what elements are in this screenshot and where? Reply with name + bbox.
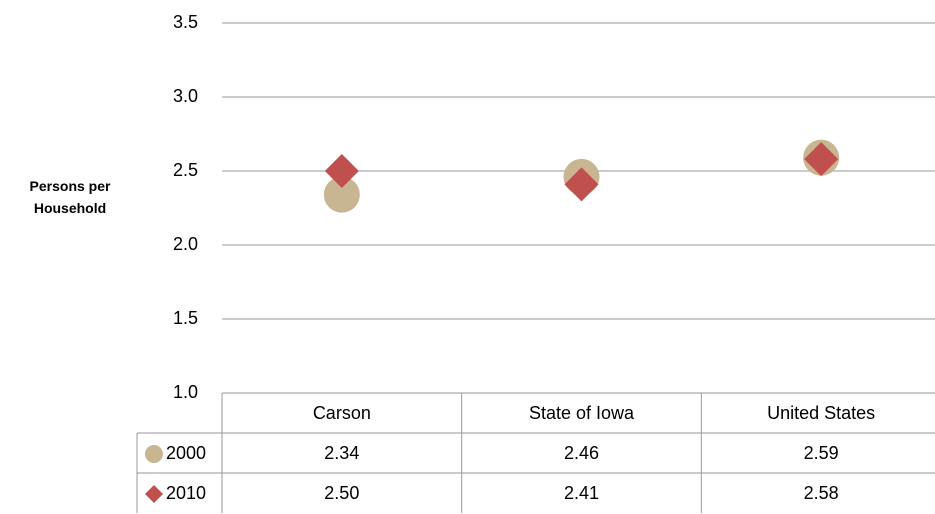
y-tick-label: 2.0	[173, 234, 198, 254]
table-value: 2.34	[324, 443, 359, 463]
x-tick-label: United States	[767, 403, 875, 423]
y-tick-label: 1.0	[173, 382, 198, 402]
marker-circle	[323, 176, 360, 213]
table-value: 2.59	[804, 443, 839, 463]
y-tick-label: 3.5	[173, 12, 198, 32]
y-tick-label: 1.5	[173, 308, 198, 328]
legend-label: 2010	[166, 483, 206, 503]
marker-diamond	[145, 485, 163, 503]
legend-label: 2000	[166, 443, 206, 463]
x-tick-label: State of Iowa	[529, 403, 635, 423]
marker-diamond	[804, 142, 839, 177]
marker-circle	[145, 445, 163, 463]
table-value: 2.58	[804, 483, 839, 503]
table-value: 2.46	[564, 443, 599, 463]
y-tick-label: 3.0	[173, 86, 198, 106]
table-value: 2.50	[324, 483, 359, 503]
y-tick-label: 2.5	[173, 160, 198, 180]
x-tick-label: Carson	[313, 403, 371, 423]
y-axis-label: Persons per Household	[29, 178, 111, 216]
marker-diamond	[324, 154, 359, 188]
marker-diamond	[564, 167, 599, 202]
table-value: 2.41	[564, 483, 599, 503]
